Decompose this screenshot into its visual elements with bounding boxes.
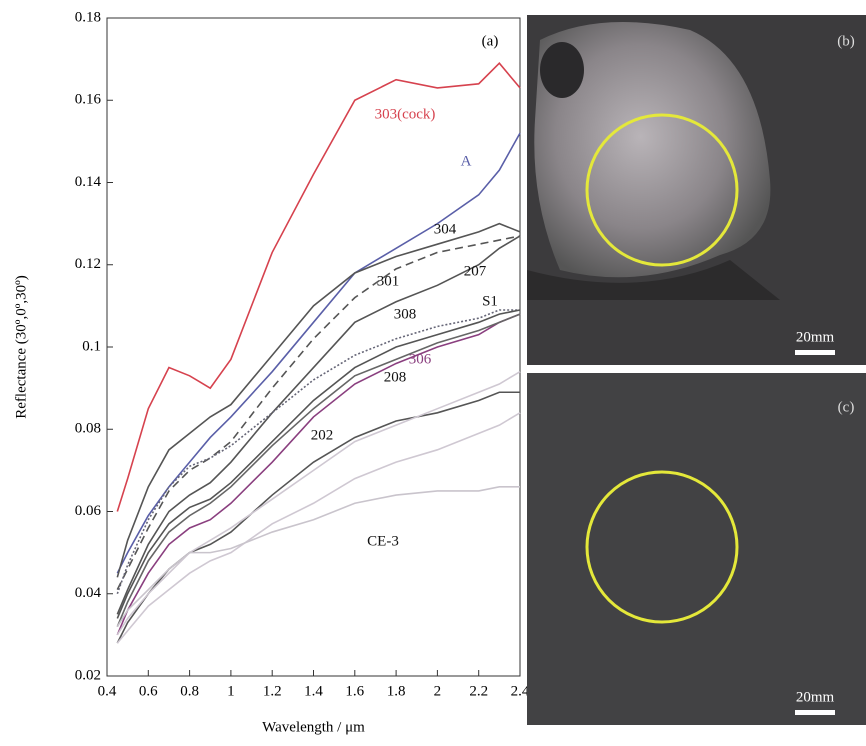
series-line (116, 370, 521, 636)
panel-label: (a) (482, 33, 499, 49)
series-label: 306 (409, 351, 432, 367)
series-line (116, 309, 521, 619)
x-tick-label: 1 (227, 683, 235, 699)
x-axis-label: Wavelength / μm (262, 719, 365, 735)
series-label: 301 (377, 273, 400, 289)
x-tick-label: 0.8 (180, 683, 199, 699)
series-label: A (461, 153, 472, 169)
y-tick-label: 0.1 (82, 338, 101, 354)
photo (527, 373, 866, 725)
series-label: 208 (384, 369, 407, 385)
series-label: CE-3 (367, 533, 399, 549)
x-tick-label: 0.6 (139, 683, 158, 699)
scale-bar (795, 710, 835, 715)
series-label: 308 (394, 306, 417, 322)
series-line (116, 235, 521, 590)
x-tick-label: 2 (434, 683, 442, 699)
plot-frame (106, 17, 521, 677)
series-line (116, 486, 520, 628)
series-line (116, 222, 521, 578)
series-line (116, 132, 521, 574)
panel-label: (c) (838, 399, 855, 415)
y-tick-label: 0.08 (75, 421, 101, 437)
x-tick-label: 1.2 (263, 683, 282, 699)
y-tick-label: 0.14 (75, 174, 102, 190)
y-tick-label: 0.04 (75, 585, 102, 601)
series-line (116, 309, 520, 595)
series-label: 303(cock) (375, 106, 436, 122)
series-line (116, 235, 521, 615)
x-tick-label: 0.4 (98, 683, 117, 699)
series-line (116, 62, 521, 512)
x-tick-label: 2.2 (469, 683, 488, 699)
scale-label: 20mm (796, 689, 835, 705)
scale-label: 20mm (796, 329, 835, 345)
y-tick-label: 0.12 (75, 256, 101, 272)
x-tick-label: 1.4 (304, 683, 323, 699)
photo-b: (b) 20mm (527, 15, 866, 365)
series-label: 202 (311, 427, 334, 443)
series-label: 304 (434, 221, 457, 237)
x-tick-label: 1.6 (345, 683, 364, 699)
x-tick-label: 1.8 (387, 683, 406, 699)
texture (527, 373, 866, 725)
series-label: S1 (482, 293, 498, 309)
y-tick-label: 0.06 (75, 503, 102, 519)
panel-label: (b) (837, 33, 855, 49)
plot: 0.02 0.04 0.06 0.08 0.1 0.12 0.14 0.16 0.18 0.4 0.… (13, 9, 529, 735)
rock (534, 22, 771, 278)
y-axis-label: Reflectance (30º,0º,30º) (13, 275, 29, 418)
y-tick-label: 0.02 (75, 667, 101, 683)
scale-bar (795, 350, 835, 355)
circle (585, 113, 739, 267)
y-tick-label: 0.18 (75, 9, 101, 25)
series-line (116, 391, 520, 644)
series-label: 207 (464, 263, 487, 279)
series-line (116, 412, 521, 644)
circle (585, 470, 739, 624)
x-tick-label: 2.4 (511, 683, 530, 699)
series-line (116, 313, 521, 627)
photo-c: (c) 20mm (527, 373, 866, 725)
series-line (116, 313, 521, 636)
shadow (527, 260, 780, 300)
y-tick-label: 0.16 (75, 92, 102, 108)
shadow (540, 42, 584, 98)
